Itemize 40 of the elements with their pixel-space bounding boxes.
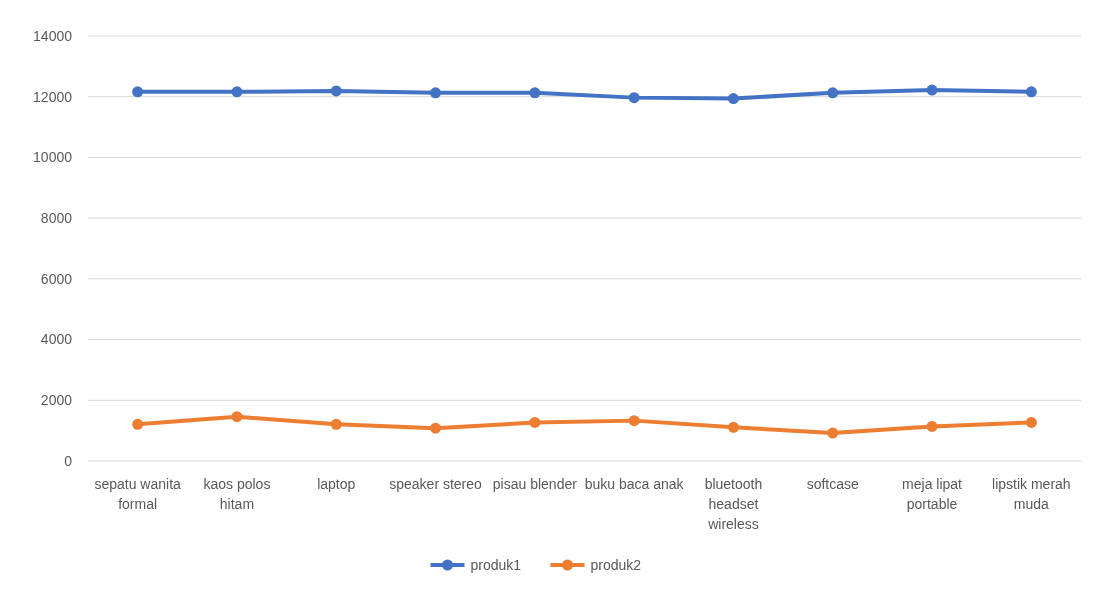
point (529, 87, 541, 99)
x-tick-label: bluetooth headset wireless (704, 476, 763, 532)
point (727, 93, 739, 105)
point (529, 416, 541, 428)
y-tick-label: 10000 (33, 149, 73, 166)
point (132, 418, 144, 430)
x-tick-label: meja lipat portable (902, 476, 963, 512)
x-tick-label: lipstik merah muda (992, 476, 1071, 512)
point (430, 87, 442, 99)
y-tick-label: 0 (64, 452, 73, 469)
point (1025, 416, 1037, 428)
y-tick-label: 14000 (33, 27, 73, 44)
x-tick-label: kaos polos hitam (203, 476, 271, 512)
point (926, 84, 938, 96)
x-tick-label: laptop (317, 476, 356, 492)
x-tick-label: sepatu wanita formal (94, 476, 182, 512)
point (231, 86, 243, 98)
point (1025, 86, 1037, 98)
point (628, 92, 640, 104)
y-tick-label: 8000 (40, 210, 73, 227)
y-tick-label: 6000 (40, 270, 73, 287)
y-tick-label: 2000 (40, 392, 73, 409)
x-tick-label: speaker stereo (389, 476, 483, 492)
point (430, 422, 442, 434)
point (330, 85, 342, 97)
y-tick-label: 12000 (33, 88, 73, 105)
y-tick-label: 4000 (40, 331, 73, 348)
point (827, 87, 839, 99)
point (628, 415, 640, 427)
point (827, 427, 839, 439)
legend-label: produk1 (470, 556, 522, 573)
point (330, 418, 342, 430)
legend-label: produk2 (590, 556, 642, 573)
point (926, 420, 938, 432)
point (727, 421, 739, 433)
x-tick-label: softcase (806, 476, 860, 492)
x-tick-label: buku baca anak (584, 476, 685, 492)
x-tick-label: pisau blender (492, 476, 578, 492)
point (231, 411, 243, 423)
point (132, 86, 144, 98)
